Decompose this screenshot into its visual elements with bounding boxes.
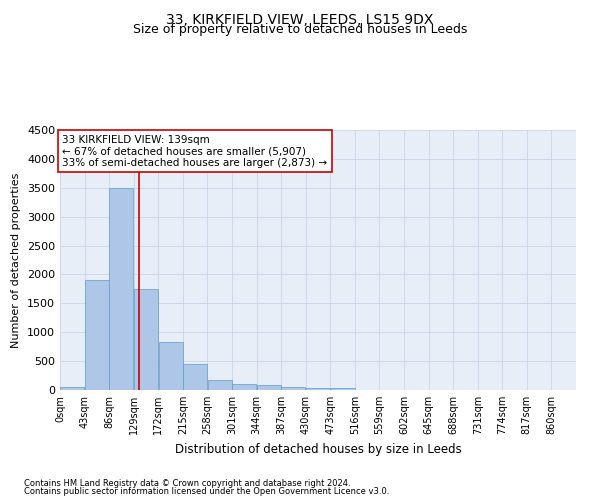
X-axis label: Distribution of detached houses by size in Leeds: Distribution of detached houses by size … (175, 442, 461, 456)
Bar (257, 386, 281, 390)
Text: 33 KIRKFIELD VIEW: 139sqm
← 67% of detached houses are smaller (5,907)
33% of se: 33 KIRKFIELD VIEW: 139sqm ← 67% of detac… (62, 134, 328, 168)
Text: Contains HM Land Registry data © Crown copyright and database right 2024.: Contains HM Land Registry data © Crown c… (24, 478, 350, 488)
Bar (232, 384, 256, 390)
Bar (306, 388, 330, 390)
Text: Contains public sector information licensed under the Open Government Licence v3: Contains public sector information licen… (24, 487, 389, 496)
Bar (281, 387, 305, 390)
Bar (60, 387, 85, 390)
Text: Size of property relative to detached houses in Leeds: Size of property relative to detached ho… (133, 22, 467, 36)
Y-axis label: Number of detached properties: Number of detached properties (11, 172, 22, 348)
Bar (109, 188, 133, 390)
Bar (183, 364, 207, 390)
Bar (85, 280, 109, 390)
Bar (134, 289, 158, 390)
Bar (208, 380, 232, 390)
Bar (331, 388, 355, 390)
Text: 33, KIRKFIELD VIEW, LEEDS, LS15 9DX: 33, KIRKFIELD VIEW, LEEDS, LS15 9DX (166, 12, 434, 26)
Bar (158, 342, 182, 390)
